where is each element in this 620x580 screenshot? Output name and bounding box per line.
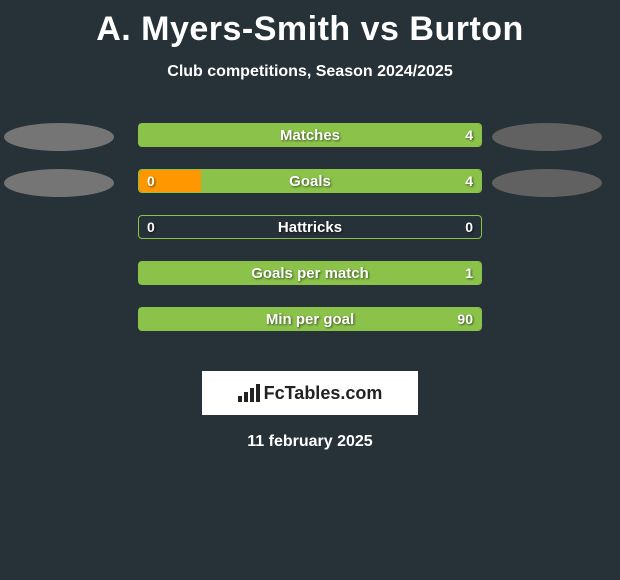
stat-bar-track: 90Min per goal — [138, 307, 482, 331]
logo-text: FcTables.com — [264, 383, 383, 404]
player-shadow-right — [492, 123, 602, 151]
stat-bar-fill-right — [139, 124, 481, 146]
stat-row: 1Goals per match — [0, 261, 620, 307]
page-title: A. Myers-Smith vs Burton — [0, 0, 620, 49]
stat-row: 04Goals — [0, 169, 620, 215]
stat-bar-track: 1Goals per match — [138, 261, 482, 285]
stat-bar-fill-right — [139, 308, 481, 330]
stat-row: 90Min per goal — [0, 307, 620, 353]
stat-value-left: 0 — [147, 170, 155, 192]
stat-bar-track: 04Goals — [138, 169, 482, 193]
stat-value-right: 90 — [457, 308, 473, 330]
stat-row: 4Matches — [0, 123, 620, 169]
player-shadow-left — [4, 169, 114, 197]
stat-row: 0 0Hattricks — [0, 215, 620, 261]
stat-bar-fill-right — [139, 262, 481, 284]
site-logo: FcTables.com — [202, 371, 418, 415]
stat-value-right: 0 — [465, 216, 473, 238]
bar-chart-icon — [238, 384, 260, 402]
stat-bar-track: 4Matches — [138, 123, 482, 147]
player-shadow-left — [4, 123, 114, 151]
stat-value-right: 4 — [465, 124, 473, 146]
page-subtitle: Club competitions, Season 2024/2025 — [0, 63, 620, 81]
stat-value-right: 1 — [465, 262, 473, 284]
stat-bar-fill-right — [201, 170, 481, 192]
comparison-chart: 4Matches04Goals00Hattricks1Goals per mat… — [0, 123, 620, 353]
stat-value-left: 0 — [147, 216, 155, 238]
stat-value-right: 4 — [465, 170, 473, 192]
date-label: 11 february 2025 — [0, 433, 620, 451]
player-shadow-right — [492, 169, 602, 197]
stat-bar-track: 0 0Hattricks — [138, 215, 482, 239]
stat-label: Hattricks — [139, 216, 481, 238]
